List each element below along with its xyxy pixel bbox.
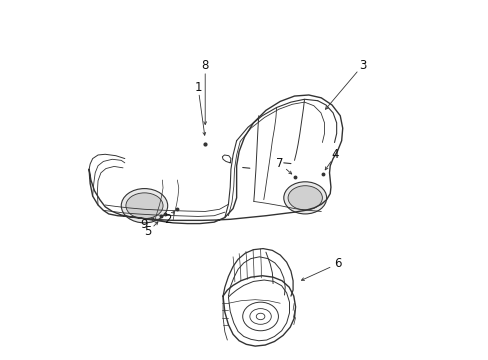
Text: 9: 9 [141, 218, 148, 231]
Text: 7: 7 [276, 157, 284, 170]
Text: 8: 8 [201, 59, 208, 72]
Ellipse shape [121, 189, 167, 223]
Ellipse shape [287, 186, 322, 210]
Ellipse shape [283, 182, 326, 214]
Text: 4: 4 [331, 148, 339, 162]
Ellipse shape [125, 193, 163, 219]
Text: 2: 2 [163, 213, 171, 226]
Text: 5: 5 [144, 225, 151, 238]
Text: 3: 3 [358, 59, 366, 72]
Text: 6: 6 [333, 257, 341, 270]
Text: 1: 1 [194, 81, 202, 94]
